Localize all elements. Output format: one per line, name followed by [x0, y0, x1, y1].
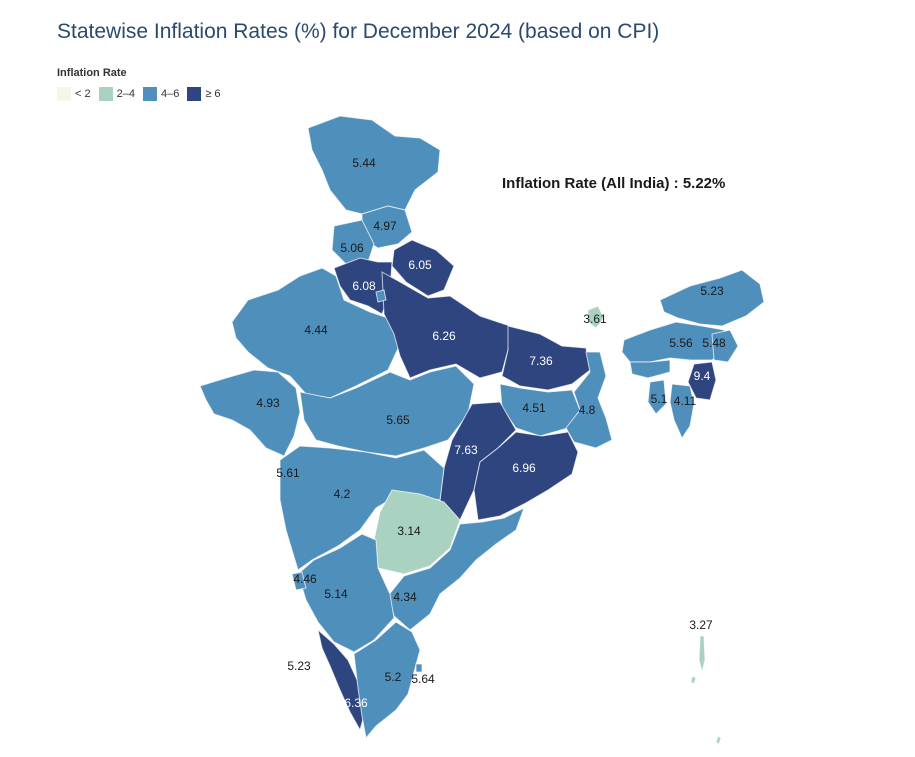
label-daman-diu: 5.61 [276, 466, 300, 480]
label-andaman-nicobar: 3.27 [689, 618, 713, 632]
label-jharkhand: 4.51 [522, 401, 546, 415]
legend-title: Inflation Rate [57, 67, 127, 79]
label-jammu-kashmir: 5.44 [352, 156, 376, 170]
label-mizoram: 4.11 [674, 394, 697, 408]
region-chhattisgarh[interactable] [439, 401, 517, 531]
region-kerala[interactable] [317, 628, 367, 732]
region-andhra-pradesh[interactable] [387, 506, 525, 631]
region-andaman-nicobar[interactable] [698, 635, 706, 673]
label-kerala: 6.36 [344, 696, 368, 710]
legend-item-4-6[interactable]: 4–6 [142, 87, 180, 101]
legend-item-2-4[interactable]: 2–4 [98, 87, 135, 101]
label-puducherry: 5.64 [411, 672, 435, 686]
label-karnataka: 5.14 [324, 587, 348, 601]
region-arunachal-pradesh[interactable] [659, 269, 765, 327]
label-nagaland: 5.48 [702, 336, 726, 350]
region-andaman-nicobar-south[interactable] [690, 675, 697, 685]
label-himachal-pradesh: 4.97 [373, 219, 397, 233]
label-bihar: 7.36 [529, 354, 553, 368]
region-gujarat[interactable] [199, 369, 301, 457]
region-delhi[interactable] [375, 289, 387, 303]
legend-swatch-2-4 [98, 87, 113, 101]
region-meghalaya[interactable] [629, 359, 671, 379]
label-assam: 5.56 [669, 336, 693, 350]
label-goa: 4.46 [293, 572, 317, 586]
legend-label-below-2: < 2 [75, 88, 91, 100]
region-tamil-nadu[interactable] [353, 621, 421, 740]
label-uttar-pradesh: 6.26 [432, 329, 456, 343]
legend-label-6-plus: ≥ 6 [205, 88, 221, 100]
label-maharashtra: 4.2 [334, 487, 351, 501]
value-labels: 5.44 4.97 5.06 6.05 6.08 6.26 4.44 4.93 … [256, 156, 726, 710]
label-gujarat: 4.93 [256, 396, 280, 410]
label-manipur: 9.4 [694, 369, 711, 383]
region-andaman-nicobar-tip[interactable] [715, 735, 722, 745]
label-sikkim: 3.61 [583, 312, 607, 326]
region-goa[interactable] [291, 571, 307, 591]
region-mizoram[interactable] [669, 383, 695, 440]
legend-item-below-2[interactable]: < 2 [57, 87, 91, 101]
label-uttarakhand: 6.05 [408, 258, 432, 272]
legend: < 2 2–4 4–6 ≥ 6 [57, 87, 229, 101]
label-punjab: 5.06 [340, 241, 364, 255]
legend-swatch-4-6 [142, 87, 157, 101]
legend-swatch-below-2 [57, 87, 71, 101]
region-sikkim[interactable] [587, 305, 605, 329]
legend-label-2-4: 2–4 [116, 88, 135, 100]
region-odisha[interactable] [473, 431, 579, 521]
region-manipur[interactable] [687, 361, 717, 401]
region-nagaland[interactable] [711, 329, 739, 363]
label-haryana: 6.08 [352, 279, 376, 293]
label-odisha: 6.96 [512, 461, 536, 475]
region-tripura[interactable] [647, 379, 667, 415]
region-west-bengal[interactable] [565, 351, 613, 449]
legend-label-4-6: 4–6 [160, 88, 180, 100]
label-telangana: 3.14 [397, 524, 421, 538]
label-andhra-pradesh: 4.34 [393, 590, 417, 604]
label-tripura: 5.1 [651, 392, 668, 406]
region-uttarakhand[interactable] [391, 239, 455, 297]
label-lakshadweep: 5.23 [287, 659, 311, 673]
legend-item-6-plus[interactable]: ≥ 6 [187, 87, 221, 101]
map-title: Statewise Inflation Rates (%) for Decemb… [57, 20, 660, 43]
label-tamil-nadu: 5.2 [385, 670, 402, 684]
label-rajasthan: 4.44 [304, 323, 328, 337]
all-india-inflation: Inflation Rate (All India) : 5.22% [502, 175, 726, 192]
map-shapes [199, 115, 765, 745]
label-madhya-pradesh: 5.65 [386, 413, 410, 427]
label-west-bengal: 4.8 [579, 403, 596, 417]
region-bihar[interactable] [501, 325, 591, 391]
region-karnataka[interactable] [297, 533, 395, 653]
region-uttar-pradesh[interactable] [381, 271, 511, 379]
region-jammu-kashmir[interactable] [307, 115, 441, 215]
legend-swatch-6-plus [187, 87, 202, 101]
region-puducherry[interactable] [415, 663, 423, 673]
label-chhattisgarh: 7.63 [454, 443, 478, 457]
label-arunachal-pradesh: 5.23 [700, 284, 724, 298]
region-telangana[interactable] [373, 489, 461, 575]
